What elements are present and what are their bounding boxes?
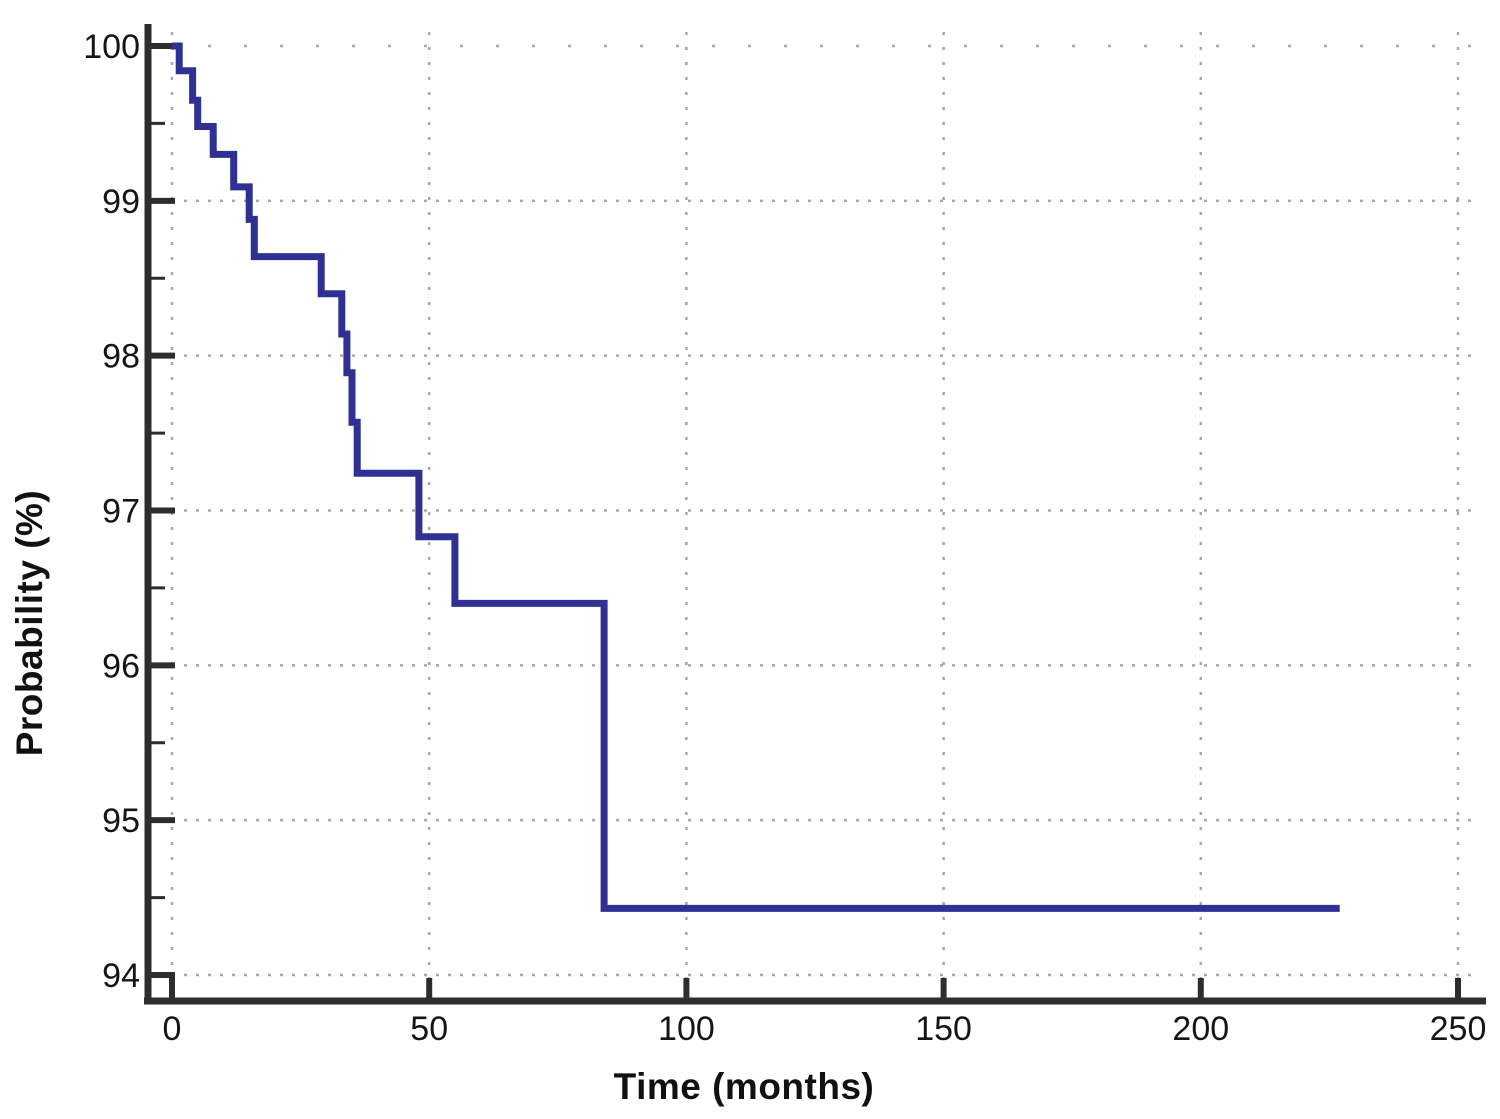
x-axis-title: Time (months) <box>613 1066 875 1107</box>
x-tick-label: 250 <box>1430 1010 1487 1048</box>
x-tick-label: 50 <box>410 1010 448 1048</box>
y-axis-title: Probability (%) <box>9 489 50 757</box>
x-tick-label: 200 <box>1172 1010 1229 1048</box>
y-tick-label: 99 <box>102 183 140 221</box>
y-tick-label: 94 <box>102 957 140 995</box>
x-tick-label: 100 <box>658 1010 715 1048</box>
x-tick-label: 0 <box>163 1010 182 1048</box>
y-tick-label: 100 <box>83 28 140 66</box>
survival-curve <box>172 42 1340 912</box>
y-tick-label: 98 <box>102 338 140 376</box>
y-tick-label: 97 <box>102 493 140 531</box>
y-tick-label: 96 <box>102 647 140 685</box>
y-tick-label: 95 <box>102 802 140 840</box>
x-tick-label: 150 <box>915 1010 972 1048</box>
